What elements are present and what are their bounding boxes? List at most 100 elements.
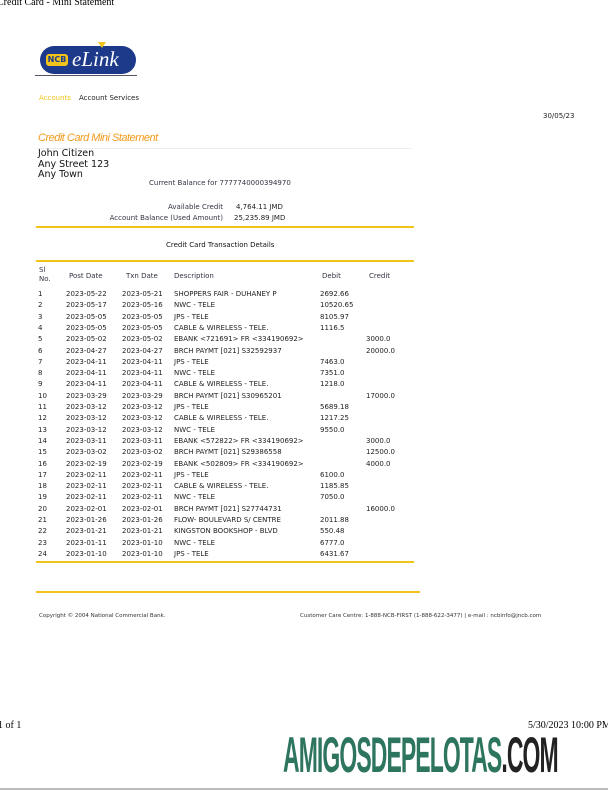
cell-debit: 6100.0	[320, 470, 345, 479]
watermark-text: AMIGOSDEPELOTAS	[283, 727, 502, 783]
cell-debit: 7463.0	[320, 357, 345, 366]
cell-credit: 16000.0	[366, 504, 395, 513]
header-debit: Debit	[322, 272, 341, 280]
cell-sl-no: 21	[38, 516, 47, 524]
cell-post-date: 2023-04-11	[66, 369, 107, 378]
available-credit-label: Available Credit	[168, 203, 223, 211]
cell-description: KINGSTON BOOKSHOP - BLVD	[174, 527, 278, 536]
cell-post-date: 2023-04-27	[66, 346, 107, 355]
cell-description: NWC - TELE	[174, 301, 216, 310]
cell-txn-date: 2023-02-19	[122, 459, 163, 468]
ncb-elink-logo: NCB eLink	[40, 42, 136, 74]
cell-txn-date: 2023-03-11	[122, 436, 163, 445]
cell-post-date: 2023-02-01	[66, 504, 107, 513]
account-balance-label: Account Balance (Used Amount)	[109, 214, 223, 222]
header-no: No.	[39, 275, 51, 283]
cell-debit: 6431.67	[320, 549, 349, 558]
cell-description: JPS - TELE	[174, 312, 209, 321]
cell-description: BRCH PAYMT [021] S27744731	[174, 504, 282, 513]
cell-sl-no: 16	[38, 459, 47, 468]
current-balance-label: Current Balance for 7777740000394970	[149, 179, 291, 187]
cell-post-date: 2023-01-21	[66, 527, 107, 536]
cell-debit: 550.48	[320, 527, 345, 536]
cell-post-date: 2023-05-22	[66, 290, 107, 298]
cell-sl-no: 12	[38, 414, 47, 423]
cell-debit: 2011.88	[320, 516, 349, 524]
cell-description: BRCH PAYMT [021] S29386558	[174, 448, 282, 457]
cell-description: CABLE & WIRELESS - TELE.	[174, 380, 269, 389]
cell-post-date: 2023-03-12	[66, 403, 107, 411]
header-credit: Credit	[369, 272, 391, 280]
cell-txn-date: 2023-05-05	[122, 323, 163, 332]
cell-post-date: 2023-04-11	[66, 357, 107, 366]
header-txn-date: Txn Date	[126, 272, 158, 280]
available-credit-value: 4,764.11 JMD	[236, 203, 283, 211]
cell-sl-no: 7	[38, 357, 43, 366]
cell-sl-no: 23	[38, 538, 47, 547]
cell-debit: 2692.66	[320, 290, 349, 298]
header-sl: Sl	[39, 266, 46, 274]
cell-sl-no: 8	[38, 369, 43, 378]
cell-credit: 3000.0	[366, 335, 391, 344]
cell-txn-date: 2023-02-11	[122, 470, 163, 479]
cell-sl-no: 9	[38, 380, 43, 389]
cell-txn-date: 2023-02-11	[122, 493, 163, 502]
cell-post-date: 2023-03-12	[66, 414, 107, 423]
cell-debit: 1218.0	[320, 380, 345, 389]
logo-underline	[35, 75, 137, 76]
cell-sl-no: 11	[38, 403, 47, 411]
divider	[36, 226, 414, 228]
cell-txn-date: 2023-04-11	[122, 380, 163, 389]
cell-txn-date: 2023-02-01	[122, 504, 163, 513]
cell-description: SHOPPERS FAIR - DUHANEY P	[174, 290, 277, 298]
nav-accounts[interactable]: Accounts	[39, 94, 71, 102]
cell-sl-no: 10	[38, 391, 47, 400]
cell-txn-date: 2023-01-10	[122, 549, 163, 558]
cell-description: NWC - TELE	[174, 425, 216, 434]
cell-post-date: 2023-01-11	[66, 538, 107, 547]
cell-debit: 1116.5	[320, 323, 345, 332]
watermark-suffix: .COM	[501, 727, 558, 783]
watermark: AMIGOSDEPELOTAS.COM	[283, 730, 559, 780]
cell-description: FLOW- BOULEVARD S/ CENTRE	[174, 516, 281, 524]
cell-description: NWC - TELE	[174, 493, 216, 502]
divider	[36, 561, 414, 563]
cell-txn-date: 2023-01-10	[122, 538, 163, 547]
header-post-date: Post Date	[69, 272, 103, 280]
cell-txn-date: 2023-05-05	[122, 312, 163, 321]
cell-post-date: 2023-05-05	[66, 323, 107, 332]
cell-credit: 3000.0	[366, 436, 391, 445]
cell-sl-no: 2	[38, 301, 43, 310]
cell-description: CABLE & WIRELESS - TELE.	[174, 482, 269, 491]
customer-address: John Citizen Any Street 123 Any Town	[38, 148, 109, 181]
cell-sl-no: 5	[38, 335, 43, 344]
cell-sl-no: 4	[38, 323, 43, 332]
cell-description: JPS - TELE	[174, 549, 209, 558]
nav-account-services[interactable]: Account Services	[79, 94, 140, 102]
account-balance-value: 25,235.89 JMD	[234, 214, 286, 222]
cell-sl-no: 14	[38, 436, 47, 445]
cell-txn-date: 2023-01-21	[122, 527, 163, 536]
cell-debit: 10520.65	[320, 301, 354, 310]
cell-txn-date: 2023-05-21	[122, 290, 163, 298]
cell-post-date: 2023-03-29	[66, 391, 107, 400]
cell-sl-no: 22	[38, 527, 47, 536]
cell-post-date: 2023-02-11	[66, 493, 107, 502]
cell-post-date: 2023-03-02	[66, 448, 107, 457]
cell-txn-date: 2023-04-11	[122, 369, 163, 378]
cell-sl-no: 17	[38, 470, 47, 479]
copyright: Copyright © 2004 National Commercial Ban…	[39, 613, 166, 619]
cell-txn-date: 2023-05-16	[122, 301, 163, 310]
cell-description: EBANK <572822> FR <334190692>	[174, 436, 304, 445]
table-title: Credit Card Transaction Details	[166, 241, 275, 249]
cell-txn-date: 2023-03-29	[122, 391, 163, 400]
cell-credit: 17000.0	[366, 391, 395, 400]
customer-town: Any Town	[38, 169, 83, 180]
cell-sl-no: 18	[38, 482, 47, 491]
cell-credit: 4000.0	[366, 459, 391, 468]
cell-post-date: 2023-03-12	[66, 425, 107, 434]
statement-title: Credit Card Mini Statement	[38, 132, 158, 144]
statement-date: 30/05/23	[543, 112, 575, 120]
cell-debit: 7050.0	[320, 493, 345, 502]
cell-sl-no: 19	[38, 493, 47, 502]
